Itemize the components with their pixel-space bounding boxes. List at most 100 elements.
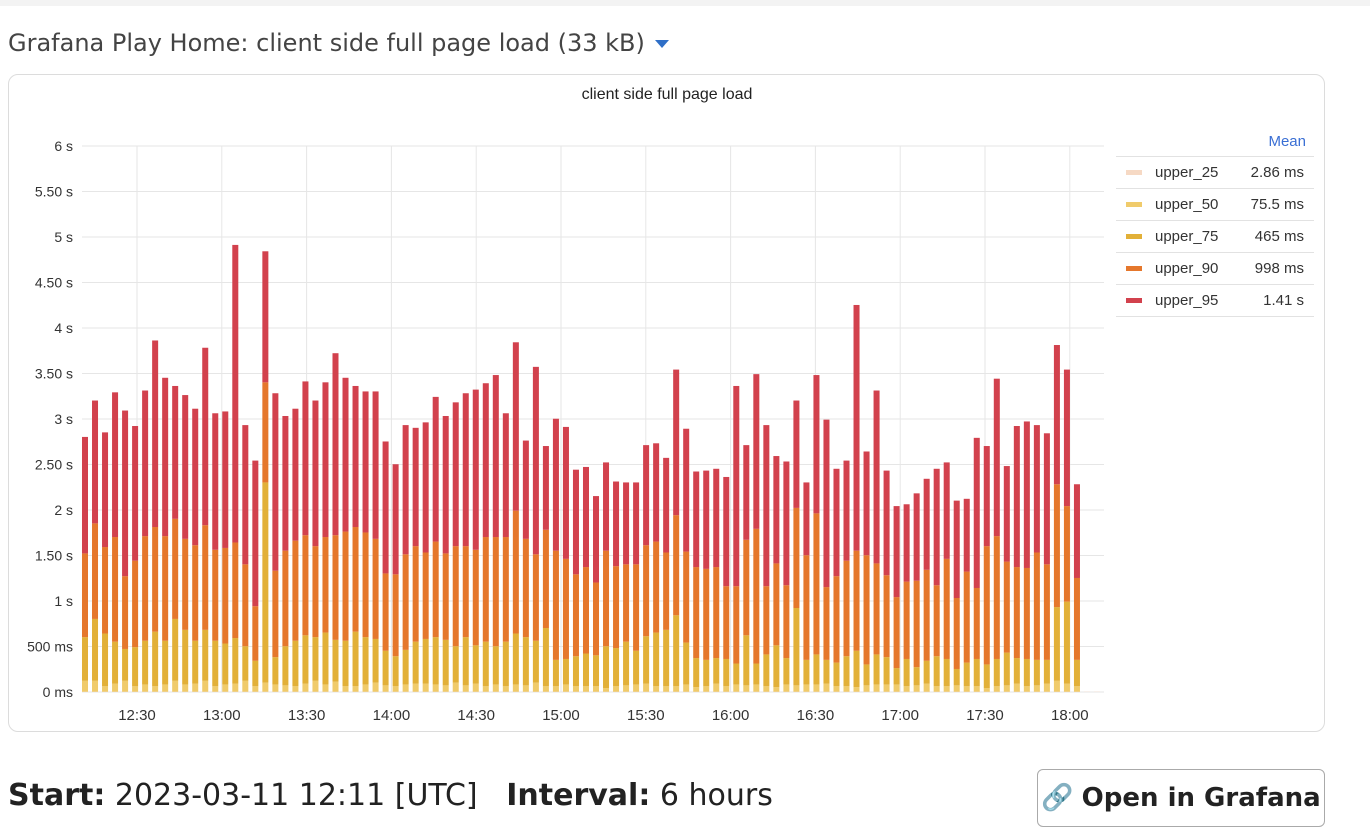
- bar-upper_90: [843, 560, 850, 657]
- bar-upper_50: [532, 682, 539, 692]
- bar-upper_75: [132, 647, 139, 687]
- bar-upper_95: [262, 251, 269, 383]
- bar-upper_75: [472, 645, 479, 684]
- link-icon: 🔗: [1041, 783, 1074, 813]
- bar-upper_95: [613, 481, 620, 567]
- bar-upper_90: [202, 525, 209, 630]
- bar-upper_75: [773, 645, 780, 688]
- bar-upper_90: [342, 531, 349, 641]
- legend-item-upper_25[interactable]: upper_25 2.86 ms: [1116, 156, 1314, 188]
- bar-upper_90: [182, 538, 189, 630]
- bar-upper_50: [582, 686, 589, 692]
- x-tick-label: 17:30: [966, 707, 1004, 724]
- bar-upper_95: [502, 413, 509, 538]
- bar-upper_95: [603, 462, 610, 551]
- bar-upper_50: [362, 684, 369, 692]
- legend-item-upper_75[interactable]: upper_75 465 ms: [1116, 220, 1314, 252]
- bar-upper_90: [452, 546, 459, 647]
- bar-upper_90: [983, 546, 990, 665]
- bar-upper_95: [302, 381, 309, 536]
- bar-upper_75: [452, 646, 459, 683]
- legend-mean-value: 1.41 s: [1263, 292, 1304, 309]
- bar-upper_50: [292, 686, 299, 692]
- bar-upper_95: [292, 408, 299, 541]
- legend-item-upper_50[interactable]: upper_50 75.5 ms: [1116, 188, 1314, 220]
- bar-upper_95: [192, 408, 199, 546]
- bar-upper_75: [603, 646, 610, 689]
- bar-upper_90: [923, 569, 930, 661]
- bar-upper_75: [532, 640, 539, 683]
- bar-upper_90: [372, 538, 379, 639]
- bar-upper_75: [492, 646, 499, 685]
- bar-upper_50: [983, 688, 990, 692]
- legend-swatch: [1126, 170, 1142, 175]
- bar-upper_50: [372, 682, 379, 692]
- bar-upper_50: [1053, 680, 1060, 692]
- bar-upper_75: [562, 658, 569, 685]
- legend-swatch: [1126, 266, 1142, 271]
- x-tick-label: 16:30: [797, 707, 835, 724]
- bar-upper_95: [102, 432, 109, 548]
- bar-upper_75: [713, 658, 720, 684]
- bar-upper_90: [943, 558, 950, 659]
- panel-selector[interactable]: Grafana Play Home: client side full page…: [8, 26, 669, 60]
- bar-upper_90: [332, 535, 339, 640]
- legend-item-upper_90[interactable]: upper_90 998 ms: [1116, 252, 1314, 284]
- bar-upper_95: [162, 377, 169, 537]
- bar-upper_90: [102, 547, 109, 634]
- bar-upper_95: [813, 375, 820, 514]
- bar-upper_90: [252, 606, 259, 661]
- bar-upper_90: [623, 564, 630, 642]
- legend-item-upper_95[interactable]: upper_95 1.41 s: [1116, 284, 1314, 317]
- bar-upper_50: [81, 680, 89, 692]
- bar-upper_95: [432, 396, 439, 542]
- bar-upper_50: [512, 684, 519, 692]
- bar-upper_90: [933, 585, 940, 657]
- bar-upper_95: [152, 340, 159, 528]
- bar-upper_75: [332, 639, 339, 682]
- bar-upper_90: [723, 586, 730, 659]
- bar-upper_50: [1033, 685, 1040, 692]
- bar-upper_50: [322, 684, 329, 692]
- bar-upper_50: [272, 684, 279, 692]
- bar-upper_90: [512, 510, 519, 634]
- bar-upper_95: [863, 451, 870, 556]
- chevron-down-icon[interactable]: [654, 40, 669, 48]
- bar-upper_90: [302, 535, 309, 636]
- bar-upper_50: [252, 686, 259, 692]
- bar-upper_95: [953, 500, 960, 598]
- bar-upper_50: [422, 683, 429, 692]
- bar-upper_95: [252, 460, 259, 607]
- open-in-grafana-button[interactable]: 🔗 Open in Grafana: [1037, 769, 1325, 827]
- bar-upper_90: [402, 554, 409, 650]
- bar-upper_50: [152, 686, 159, 692]
- bar-upper_75: [1043, 659, 1050, 684]
- bar-upper_90: [152, 527, 159, 632]
- bar-upper_90: [873, 563, 880, 655]
- bar-upper_50: [883, 684, 890, 692]
- bar-upper_75: [1033, 659, 1040, 686]
- bar-upper_50: [1073, 686, 1080, 692]
- bar-upper_95: [562, 426, 569, 559]
- bar-upper_50: [222, 684, 229, 692]
- bar-upper_75: [342, 640, 349, 687]
- bar-upper_90: [81, 553, 89, 638]
- bar-upper_50: [1043, 683, 1050, 692]
- bar-upper_75: [643, 636, 650, 684]
- bar-upper_95: [482, 383, 489, 538]
- bar-upper_75: [262, 482, 269, 683]
- legend-header-mean[interactable]: Mean: [1268, 133, 1306, 150]
- bar-upper_75: [172, 618, 179, 681]
- bar-upper_90: [973, 587, 980, 659]
- bar-upper_75: [823, 659, 830, 684]
- bar-upper_95: [552, 418, 559, 551]
- bar-upper_90: [663, 552, 670, 630]
- bar-upper_90: [743, 539, 750, 636]
- bar-upper_95: [452, 402, 459, 547]
- bar-upper_95: [242, 425, 249, 565]
- bar-upper_90: [212, 549, 219, 641]
- bar-upper_50: [552, 686, 559, 692]
- bar-upper_95: [1013, 426, 1020, 568]
- bar-upper_75: [122, 648, 129, 681]
- bar-upper_75: [963, 662, 970, 687]
